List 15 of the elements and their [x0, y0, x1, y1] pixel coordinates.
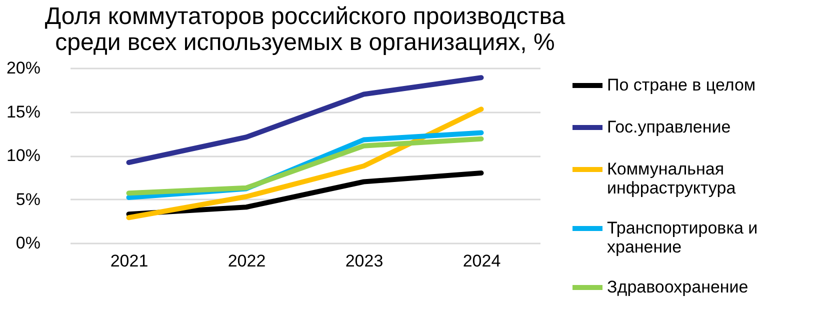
y-tick-label: 5% — [16, 190, 40, 209]
legend-label: Здравоохранение — [607, 278, 748, 296]
legend-label: Транспортировка и хранение — [607, 218, 758, 256]
x-tick-label: 2023 — [345, 252, 384, 270]
legend-label: По стране в целом — [607, 76, 756, 94]
y-tick-label: 10% — [6, 146, 40, 165]
y-tick-label: 20% — [6, 58, 40, 78]
y-tick-label: 15% — [6, 102, 40, 122]
x-tick-label: 2021 — [110, 252, 148, 270]
chart-title: Доля коммутаторов российского производства среди всех используемых в организациях, % — [44, 3, 566, 56]
x-tick-label: 2022 — [228, 252, 266, 270]
y-tick-label: 0% — [16, 234, 40, 252]
legend-label: Коммунальная инфраструктура — [607, 160, 736, 198]
legend-label: Гос.управление — [607, 118, 731, 136]
x-tick-label: 2024 — [462, 252, 501, 270]
